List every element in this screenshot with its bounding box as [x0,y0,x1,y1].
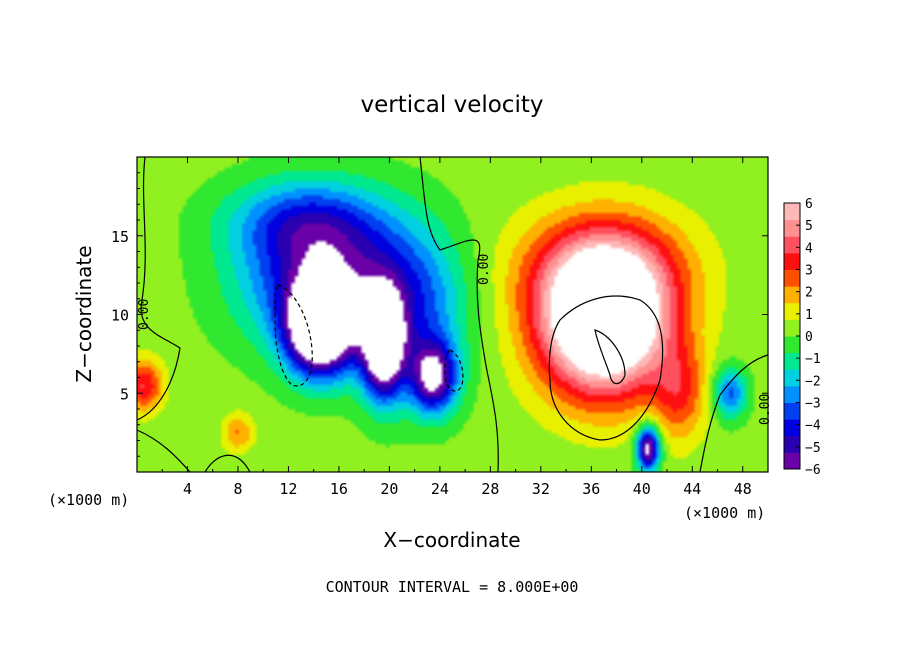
positive-contour-right-cell [548,295,664,441]
colorbar-swatch [784,302,800,320]
x-tick-label: 8 [233,480,242,498]
negative-contour-small-cell [444,349,464,392]
colorbar-swatch [784,319,800,337]
zero-contour-bottom [137,429,251,472]
colorbar-tick-label: −1 [805,352,821,367]
colorbar-swatch [784,336,800,354]
contour-interval-footer: CONTOUR INTERVAL = 8.000E+00 [326,578,579,596]
colorbar-tick-label: 4 [805,241,813,256]
colorbar-swatch [784,286,800,304]
negative-contour-left-cell [274,284,313,387]
x-tick-label: 12 [279,480,297,498]
x-tick-label: 24 [431,480,449,498]
contour-lines [137,157,768,472]
colorbar-swatch [784,452,800,470]
y-tick-label: 10 [111,307,129,325]
x-tick-label: 32 [532,480,550,498]
x-axis-label: X−coordinate [383,528,520,552]
zero-contour-left [137,157,181,421]
x-tick-label: 28 [481,480,499,498]
zero-contour-middle [419,157,499,472]
y-tick-label: 15 [111,228,129,246]
positive-contour-inner [594,329,626,385]
x-tick-label: 4 [183,480,192,498]
colorbar-swatch [784,269,800,287]
colorbar-tick-label: −3 [805,397,821,412]
x-tick-label: 16 [330,480,348,498]
x-tick-label: 20 [380,480,398,498]
velocity-heatmap [137,157,768,472]
colorbar-swatch [784,219,800,237]
colorbar-tick-label: −2 [805,374,821,389]
contour-label-right: 0.00 [758,394,773,425]
y-tick-label: 5 [120,385,129,403]
colorbar-tick-label: 6 [805,197,813,212]
x-unit-left: (×1000 m) [48,491,129,509]
x-tick-label: 44 [683,480,701,498]
colorbar-tick-label: −5 [805,441,821,456]
colorbar-swatch [784,435,800,453]
x-tick-label: 48 [734,480,752,498]
colorbar-swatch [784,203,800,221]
colorbar-tick-label: 3 [805,264,813,279]
x-unit-right: (×1000 m) [684,504,765,522]
y-axis-label: Z−coordinate [72,245,96,382]
colorbar-tick-label: 2 [805,286,813,301]
colorbar-swatch [784,385,800,403]
colorbar: 6 5 4 3 2 1 0 −1 −2 −3 −4 −5 −6 [783,197,821,478]
colorbar-swatch [784,352,800,370]
x-tick-label: 36 [582,480,600,498]
colorbar-swatch [784,369,800,387]
plot-area: 0.00 0.00 0.00 [136,156,773,473]
colorbar-tick-label: 5 [805,219,813,234]
colorbar-tick-label: −4 [805,419,821,434]
colorbar-tick-label: 0 [805,330,813,345]
x-tick-label: 40 [633,480,651,498]
colorbar-tick-label: −6 [805,463,821,478]
colorbar-swatch [784,402,800,420]
colorbar-swatch [784,252,800,270]
colorbar-tick-label: 1 [805,308,813,323]
colorbar-swatch [784,236,800,254]
contour-label-left: 0.00 [137,299,152,330]
chart-title: vertical velocity [361,92,544,118]
colorbar-swatch [784,419,800,437]
x-axis-ticks: 4 8 12 16 20 24 28 32 36 40 44 48 [161,157,752,498]
zero-contour-right [699,354,768,472]
contour-label-middle: 0.00 [477,254,492,285]
y-axis-ticks: 5 10 15 [111,172,768,457]
